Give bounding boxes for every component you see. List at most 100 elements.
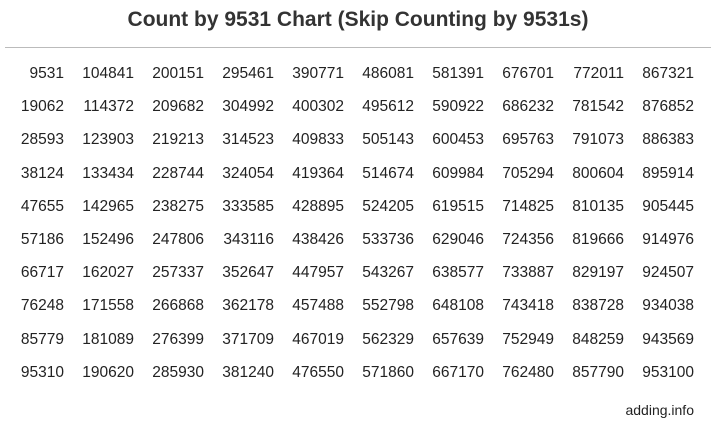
table-cell: 505143 [362, 131, 414, 149]
table-cell: 324054 [222, 164, 274, 182]
table-cell: 257337 [152, 264, 204, 282]
table-cell: 762480 [502, 363, 554, 381]
table-cell: 733887 [502, 264, 554, 282]
table-cell: 438426 [292, 231, 344, 248]
table-cell: 47655 [20, 197, 64, 215]
table-cell: 609984 [432, 164, 484, 182]
table-cell: 142965 [82, 197, 134, 215]
divider [5, 47, 711, 48]
table-cell: 829197 [572, 264, 624, 282]
table-cell: 57186 [20, 231, 64, 248]
table-cell: 266868 [152, 297, 204, 315]
table-cell: 428895 [292, 197, 344, 215]
table-cell: 200151 [152, 65, 204, 82]
table-cell: 743418 [502, 297, 554, 315]
table-cell: 362178 [222, 297, 274, 315]
table-cell: 781542 [572, 98, 624, 116]
table-cell: 571860 [362, 363, 414, 381]
table-cell: 724356 [502, 231, 554, 248]
table-cell: 705294 [502, 164, 554, 182]
table-cell: 9531 [29, 65, 64, 82]
table-cell: 314523 [222, 131, 274, 149]
table-cell: 114372 [83, 98, 134, 116]
table-cell: 304992 [222, 98, 274, 116]
table-cell: 419364 [292, 164, 344, 182]
table-cell: 772011 [573, 65, 624, 82]
table-cell: 190620 [82, 363, 134, 381]
table-cell: 695763 [502, 131, 554, 149]
table-cell: 295461 [222, 65, 274, 82]
table-cell: 581391 [432, 65, 484, 82]
table-cell: 333585 [222, 197, 274, 215]
table-cell: 648108 [432, 297, 484, 315]
table-cell: 533736 [362, 231, 414, 248]
table-cell: 352647 [222, 264, 274, 282]
table-cell: 629046 [432, 231, 484, 248]
table-cell: 943569 [642, 330, 694, 348]
table-cell: 181089 [82, 330, 134, 348]
table-cell: 38124 [20, 164, 64, 182]
table-cell: 476550 [292, 363, 344, 381]
table-cell: 838728 [572, 297, 624, 315]
table-cell: 552798 [362, 297, 414, 315]
table-cell: 228744 [152, 164, 204, 182]
table-cell: 657639 [432, 330, 484, 348]
table-cell: 209682 [152, 98, 204, 116]
table-cell: 247806 [152, 231, 204, 248]
table-cell: 85779 [20, 330, 64, 348]
page-title: Count by 9531 Chart (Skip Counting by 95… [127, 8, 589, 31]
table-cell: 848259 [572, 330, 624, 348]
table-cell: 791073 [572, 131, 624, 149]
table-cell: 219213 [152, 131, 204, 149]
table-cell: 152496 [82, 231, 134, 248]
table-cell: 934038 [642, 297, 694, 315]
table-cell: 590922 [432, 98, 484, 116]
table-cell: 886383 [642, 131, 694, 149]
table-cell: 457488 [292, 297, 344, 315]
table-cell: 447957 [292, 264, 344, 282]
table-cell: 543267 [362, 264, 414, 282]
table-cell: 76248 [20, 297, 64, 315]
table-cell: 104841 [82, 65, 134, 82]
table-cell: 133434 [82, 164, 134, 182]
table-cell: 409833 [292, 131, 344, 149]
table-cell: 95310 [20, 363, 64, 381]
table-cell: 895914 [642, 164, 694, 182]
table-cell: 752949 [502, 330, 554, 348]
table-cell: 19062 [20, 98, 64, 116]
table-cell: 600453 [432, 131, 484, 149]
table-cell: 28593 [20, 131, 64, 149]
table-cell: 123903 [82, 131, 134, 149]
table-cell: 638577 [432, 264, 484, 282]
table-cell: 66717 [20, 264, 64, 282]
table-cell: 914976 [642, 231, 694, 248]
table-cell: 686232 [502, 98, 554, 116]
table-cell: 276399 [152, 330, 204, 348]
table-cell: 867321 [642, 65, 694, 82]
table-cell: 238275 [152, 197, 204, 215]
table-cell: 714825 [502, 197, 554, 215]
table-cell: 562329 [362, 330, 414, 348]
table-cell: 876852 [642, 98, 694, 116]
table-cell: 495612 [362, 98, 414, 116]
table-cell: 676701 [502, 65, 554, 82]
table-cell: 467019 [292, 330, 344, 348]
table-cell: 400302 [292, 98, 344, 116]
table-cell: 162027 [82, 264, 134, 282]
site-credit: adding.info [625, 402, 694, 418]
table-cell: 810135 [572, 197, 624, 215]
table-cell: 390771 [292, 65, 344, 82]
table-cell: 857790 [572, 363, 624, 381]
table-cell: 819666 [572, 231, 624, 248]
table-cell: 171558 [82, 297, 134, 315]
table-cell: 953100 [642, 363, 694, 381]
table-cell: 924507 [642, 264, 694, 282]
table-cell: 667170 [432, 363, 484, 381]
table-cell: 381240 [222, 363, 274, 381]
table-cell: 800604 [572, 164, 624, 182]
table-cell: 343116 [223, 231, 274, 248]
table-cell: 285930 [152, 363, 204, 381]
table-cell: 619515 [432, 197, 484, 215]
table-cell: 514674 [362, 164, 414, 182]
table-cell: 905445 [642, 197, 694, 215]
